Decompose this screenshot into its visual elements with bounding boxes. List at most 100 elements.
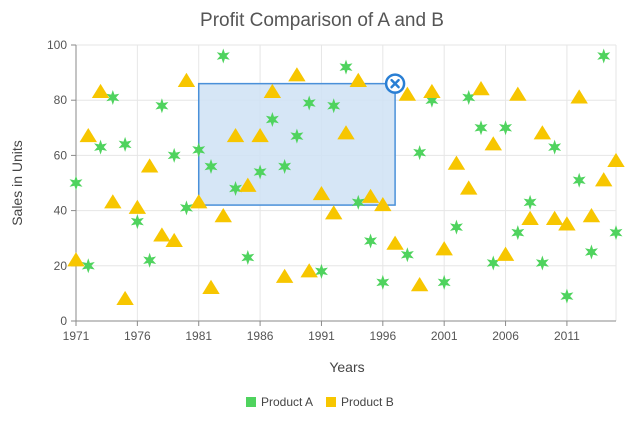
data-point-product-b <box>226 127 245 143</box>
y-tick-label: 0 <box>60 314 67 328</box>
y-tick-label: 40 <box>54 204 68 218</box>
data-point-product-b <box>460 180 478 195</box>
data-point-product-b <box>140 158 159 173</box>
data-point-product-a <box>94 139 108 155</box>
y-tick-label: 60 <box>54 148 68 162</box>
data-point-product-a <box>572 172 586 188</box>
x-tick-label: 1971 <box>63 329 90 343</box>
data-point-product-a <box>253 164 267 180</box>
selection-rect[interactable] <box>197 82 396 206</box>
data-point-product-b <box>104 194 122 209</box>
data-point-product-a <box>413 145 427 161</box>
legend-swatch <box>326 397 336 407</box>
data-point-product-b <box>312 185 331 201</box>
data-point-product-a <box>376 274 390 290</box>
data-point-product-b <box>79 127 97 143</box>
data-point-product-a <box>167 147 181 163</box>
y-tick-label: 80 <box>54 93 68 107</box>
data-point-product-a <box>584 244 598 260</box>
data-point-product-a <box>265 112 279 128</box>
legend-item-product-b[interactable]: Product B <box>326 395 394 409</box>
data-point-product-a <box>118 136 132 152</box>
data-point-product-b <box>398 86 417 101</box>
data-point-product-b <box>496 246 515 261</box>
axes: 0 20 40 60 80 100 1971 1976 1981 1986 1991 1996 2001… <box>47 38 616 343</box>
selection-region[interactable] <box>197 82 396 206</box>
data-point-product-b <box>410 277 429 292</box>
data-point-product-b <box>190 194 208 209</box>
plot-series <box>67 48 625 305</box>
data-point-product-a <box>474 120 488 136</box>
data-point-product-a <box>192 142 206 158</box>
data-point-product-a <box>216 48 230 64</box>
y-tick-label: 20 <box>54 259 68 273</box>
data-point-product-a <box>437 274 451 290</box>
data-point-product-b <box>325 205 343 220</box>
legend-label: Product A <box>261 395 313 409</box>
data-point-product-b <box>374 196 392 212</box>
close-circle-icon[interactable] <box>384 73 406 94</box>
data-point-product-a <box>462 89 476 105</box>
data-point-product-a <box>548 139 562 155</box>
x-tick-label: 2006 <box>492 329 519 343</box>
data-point-product-a <box>339 59 353 75</box>
data-point-product-b <box>423 83 441 98</box>
data-point-product-b <box>595 172 613 187</box>
data-point-product-b <box>91 83 110 98</box>
legend-swatch <box>246 397 256 407</box>
data-point-product-a <box>535 255 549 271</box>
x-tick-label: 1981 <box>185 329 212 343</box>
data-point-product-a <box>560 288 574 304</box>
data-point-product-b <box>509 86 527 101</box>
data-point-product-b <box>521 210 539 225</box>
data-point-product-b <box>67 252 85 267</box>
data-point-product-b <box>582 208 601 223</box>
data-point-product-a <box>143 252 157 268</box>
x-tick-label: 2011 <box>554 329 580 343</box>
data-point-product-a <box>106 89 120 105</box>
data-point-product-b <box>288 67 306 82</box>
data-point-product-b <box>484 136 502 151</box>
data-point-product-b <box>251 127 269 143</box>
data-point-product-b <box>128 199 147 214</box>
x-tick-label: 1986 <box>247 329 274 343</box>
data-point-product-b <box>300 263 318 278</box>
x-tick-label: 1991 <box>308 329 335 343</box>
data-point-product-a <box>204 158 218 174</box>
data-point-product-a <box>155 98 169 114</box>
data-point-product-b <box>116 290 134 305</box>
data-point-product-b <box>361 188 380 203</box>
series-product-b <box>67 67 625 305</box>
x-tick-label: 2001 <box>431 329 458 343</box>
data-point-product-a <box>597 48 611 64</box>
data-point-product-b <box>570 89 588 104</box>
data-point-product-a <box>523 194 537 210</box>
data-point-product-b <box>214 208 232 223</box>
data-point-product-a <box>81 258 95 274</box>
data-point-product-a <box>130 214 144 230</box>
x-tick-label: 1976 <box>124 329 151 343</box>
data-point-product-b <box>435 241 453 256</box>
data-point-product-b <box>533 125 552 140</box>
data-point-product-a <box>241 250 255 266</box>
legend-item-product-a[interactable]: Product A <box>246 395 313 409</box>
data-point-product-a <box>400 247 414 263</box>
data-point-product-b <box>239 177 257 192</box>
data-point-product-a <box>290 128 304 144</box>
data-point-product-a <box>302 95 316 111</box>
data-point-product-b <box>545 210 564 225</box>
legend[interactable]: Product A Product B <box>246 395 394 409</box>
data-point-product-a <box>486 255 500 271</box>
data-point-product-b <box>275 268 294 283</box>
data-point-product-b <box>202 279 220 294</box>
close-x-glyph <box>390 78 400 89</box>
data-point-product-a <box>69 175 83 191</box>
data-point-product-b <box>165 232 183 248</box>
y-tick-label: 100 <box>47 38 67 52</box>
x-tick-label: 1996 <box>369 329 396 343</box>
selection-close-button[interactable] <box>384 73 406 94</box>
data-point-product-b <box>349 72 367 87</box>
data-point-product-b <box>607 152 625 167</box>
data-point-product-a <box>511 225 525 241</box>
